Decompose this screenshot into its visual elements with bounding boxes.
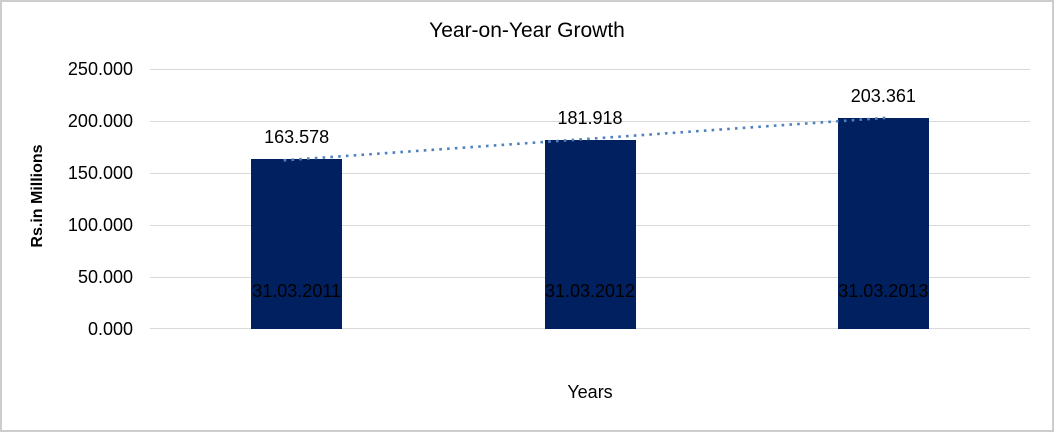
ytick-label: 100.000 xyxy=(67,215,133,235)
ytick-label: 0.000 xyxy=(87,319,133,339)
xtick-label: 31.03.2012 xyxy=(544,281,636,301)
bar-value-label: 181.918 xyxy=(557,107,623,128)
xtick-label: 31.03.2011 xyxy=(252,281,342,301)
ytick-label: 200.000 xyxy=(67,111,133,131)
bar xyxy=(544,139,636,329)
plot-area: 163.578 181.918 203.361 xyxy=(150,69,1030,329)
gridline xyxy=(150,69,1030,70)
bar-value-label: 163.578 xyxy=(264,126,330,147)
xtick-label: 31.03.2013 xyxy=(838,281,929,301)
ytick-label: 250.000 xyxy=(67,59,133,79)
chart-title: Year-on-Year Growth xyxy=(429,19,625,42)
ytick-label: 50.000 xyxy=(77,267,133,287)
bar xyxy=(251,158,343,329)
x-axis-title: Years xyxy=(567,382,613,402)
ytick-label: 150.000 xyxy=(67,163,133,183)
bar-value-label: 203.361 xyxy=(850,85,916,106)
